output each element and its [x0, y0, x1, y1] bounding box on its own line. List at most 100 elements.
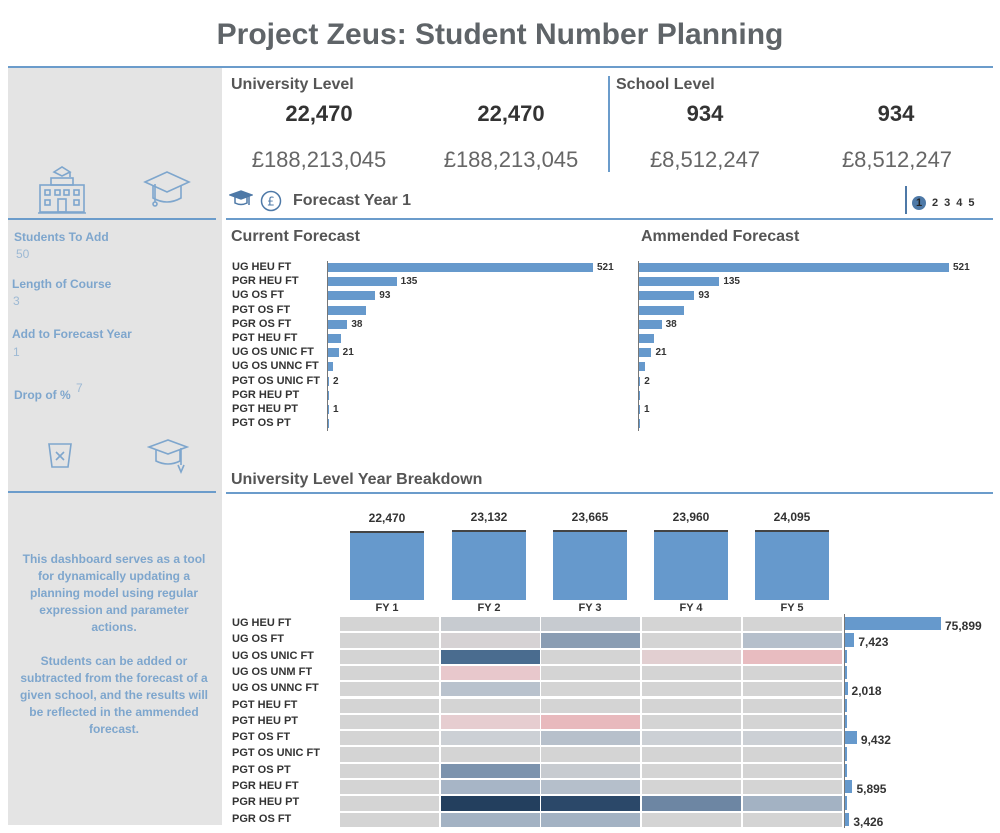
heatmap-cell	[742, 811, 843, 828]
heatmap-cell	[641, 795, 742, 812]
forecast-year-label: Add to Forecast Year	[12, 327, 132, 341]
breakdown-divider	[226, 492, 993, 494]
page-2[interactable]: 2	[932, 197, 939, 209]
forecast-value-label: 2	[333, 375, 339, 387]
page-4[interactable]: 4	[956, 197, 963, 209]
heatmap-cell	[440, 616, 541, 633]
heatmap-cell	[339, 681, 440, 698]
fy-column-label: FY 1	[375, 602, 399, 614]
page-5[interactable]: 5	[968, 197, 975, 209]
heatmap-cell	[641, 762, 742, 779]
heatmap-cell	[339, 648, 440, 665]
heatmap-row-label: PGT HEU PT	[232, 714, 299, 727]
drop-percent-label: Drop of %	[14, 388, 71, 402]
forecast-category-label: PGT OS FT	[232, 303, 291, 316]
heatmap-cell	[540, 648, 641, 665]
forecast-bar	[639, 277, 720, 287]
heatmap-cell	[440, 681, 541, 698]
graduate-small-icon	[229, 190, 253, 206]
sidebar-divider	[8, 218, 216, 220]
heatmap-cell	[440, 648, 541, 665]
forecast-bar	[639, 405, 640, 414]
forecast-bar	[639, 376, 641, 386]
heatmap-cell	[641, 664, 742, 682]
forecast-value-label: 93	[379, 290, 391, 302]
university-current-students: 22,470	[285, 101, 353, 126]
fy-column-value: 23,132	[470, 510, 508, 524]
heatmap-cell	[641, 632, 742, 649]
heatmap-row-label: UG OS UNNC FT	[232, 682, 319, 695]
graduation-cap-icon[interactable]	[143, 168, 191, 210]
forecast-bar	[328, 376, 330, 386]
forecast-value-label: 1	[644, 404, 650, 415]
forecast-bar	[639, 362, 645, 372]
forecast-category-label: UG OS FT	[232, 289, 284, 302]
dashboard-title: Project Zeus: Student Number Planning	[216, 18, 784, 51]
forecast-axis	[638, 261, 639, 432]
forecast-category-label: UG OS UNNC FT	[232, 360, 319, 373]
forecast-bar	[639, 263, 949, 272]
heatmap-cell	[440, 811, 541, 828]
students-to-add-input[interactable]: 50	[16, 247, 30, 261]
heatmap-cell	[742, 681, 843, 698]
page-1[interactable]: 1	[912, 196, 926, 210]
forecast-bar	[328, 405, 329, 414]
row-total-bar	[845, 714, 847, 729]
page-3[interactable]: 3	[944, 197, 951, 209]
forecast-category-label: PGR OS FT	[232, 317, 292, 330]
forecast-bar	[639, 334, 654, 343]
graduate-icon[interactable]	[147, 437, 189, 475]
row-total-label: 9,432	[860, 733, 891, 748]
heatmap-cell	[440, 730, 541, 747]
fy-column-value: 22,470	[368, 510, 406, 525]
heatmap-row-label: PGR OS FT	[232, 812, 292, 825]
forecast-bar	[639, 291, 695, 301]
forecast-bar	[328, 390, 329, 400]
title-divider	[8, 66, 993, 68]
heatmap-cell	[540, 632, 641, 649]
drop-percent-input[interactable]: 7	[76, 381, 83, 395]
school-level-title: School Level	[616, 76, 715, 93]
forecast-value-label: 38	[351, 318, 363, 330]
university-amended-income: £188,213,045	[443, 147, 579, 172]
heatmap-cell	[440, 664, 541, 682]
forecast-year-input[interactable]: 1	[13, 345, 20, 359]
heatmap-cell	[339, 664, 440, 682]
forecast-bar	[328, 305, 367, 315]
row-total-bar	[845, 698, 847, 712]
fy-column-label: FY 2	[477, 602, 501, 614]
heatmap-row-label: PGR HEU FT	[232, 780, 299, 792]
heatmap-cell	[440, 779, 541, 796]
heatmap-cell	[440, 713, 541, 731]
school-current-income: £8,512,247	[649, 147, 761, 172]
school-amended-students: 934	[877, 101, 915, 126]
row-total-bar	[845, 633, 855, 647]
heatmap-cell	[641, 713, 742, 731]
fy-column-bar	[755, 530, 829, 600]
forecast-bar	[639, 390, 640, 400]
heatmap-cell	[641, 779, 742, 796]
heatmap-cell	[742, 664, 843, 682]
heatmap-cell	[540, 762, 641, 779]
fy-column-bar	[553, 530, 627, 600]
heatmap-cell	[339, 779, 440, 796]
heatmap-cell	[742, 648, 843, 665]
heatmap-cell	[742, 779, 843, 796]
row-total-bar	[845, 747, 847, 761]
heatmap-cell	[540, 697, 641, 714]
forecast-bar	[328, 263, 593, 272]
level-separator	[608, 76, 610, 172]
heatmap-cell	[440, 762, 541, 779]
heatmap-row-label: PGT HEU FT	[232, 698, 298, 711]
length-of-course-input[interactable]: 3	[13, 294, 20, 308]
heatmap-cell	[742, 762, 843, 779]
forecast-value-label: 2	[644, 375, 650, 387]
heatmap-cell	[339, 632, 440, 649]
forecast-category-label: UG OS UNIC FT	[232, 346, 314, 359]
heatmap-cell	[440, 795, 541, 812]
row-total-label: 5,895	[856, 782, 887, 796]
bin-icon[interactable]	[47, 441, 73, 469]
heatmap-cell	[742, 697, 843, 714]
row-total-bar	[845, 649, 847, 663]
forecast-divider	[226, 218, 993, 220]
